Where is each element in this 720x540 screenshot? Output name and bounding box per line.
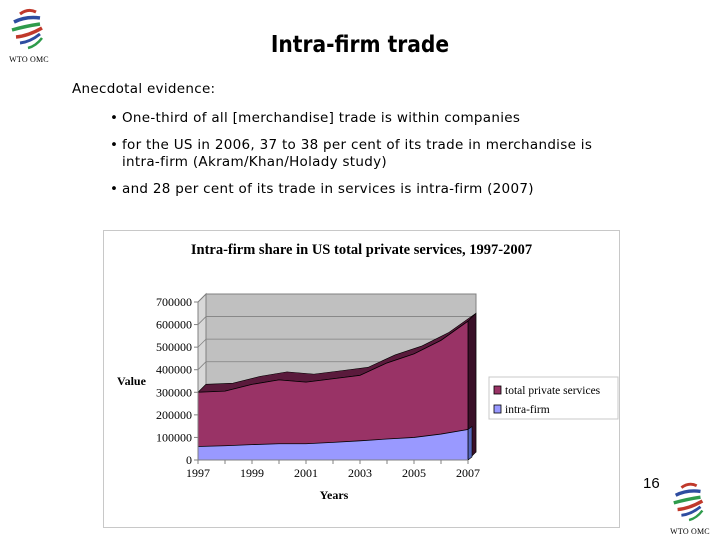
wto-logo-bottom: WTO OMC [668, 480, 712, 536]
svg-text:500000: 500000 [156, 340, 192, 354]
svg-text:700000: 700000 [156, 295, 192, 309]
svg-text:1999: 1999 [240, 466, 264, 480]
logo-caption: WTO OMC [670, 527, 710, 536]
svg-text:intra-firm: intra-firm [505, 404, 550, 416]
bullet-item: and 28 per cent of its trade in services… [110, 181, 610, 198]
page-number: 16 [643, 475, 660, 492]
svg-text:0: 0 [186, 453, 192, 467]
chart-container: Intra-firm share in US total private ser… [103, 230, 620, 528]
svg-text:100000: 100000 [156, 430, 192, 444]
bullet-list: One-third of all [merchandise] trade is … [110, 110, 610, 208]
svg-text:total private services: total private services [505, 385, 601, 397]
svg-text:600000: 600000 [156, 318, 192, 332]
intro-text: Anecdotal evidence: [72, 81, 216, 97]
slide-title: Intra-firm trade [270, 32, 450, 58]
svg-text:1997: 1997 [186, 466, 210, 480]
svg-text:2003: 2003 [348, 466, 372, 480]
svg-text:Value: Value [117, 374, 147, 388]
svg-text:2005: 2005 [402, 466, 426, 480]
wto-globe-icon [11, 8, 43, 50]
chart-title: Intra-firm share in US total private ser… [190, 242, 533, 258]
wto-globe-icon [673, 482, 704, 522]
svg-text:2007: 2007 [456, 466, 480, 480]
wto-logo-top: WTO OMC [6, 6, 52, 64]
logo-caption: WTO OMC [9, 55, 49, 64]
svg-text:300000: 300000 [156, 385, 192, 399]
svg-text:2001: 2001 [294, 466, 318, 480]
svg-text:200000: 200000 [156, 408, 192, 422]
svg-text:400000: 400000 [156, 363, 192, 377]
svg-text:Years: Years [320, 488, 349, 502]
area-chart: 0 100000 200000 300000 400000 500000 600000 700… [117, 292, 619, 502]
bullet-item: for the US in 2006, 37 to 38 per cent of… [110, 137, 610, 171]
bullet-item: One-third of all [merchandise] trade is … [110, 110, 610, 127]
